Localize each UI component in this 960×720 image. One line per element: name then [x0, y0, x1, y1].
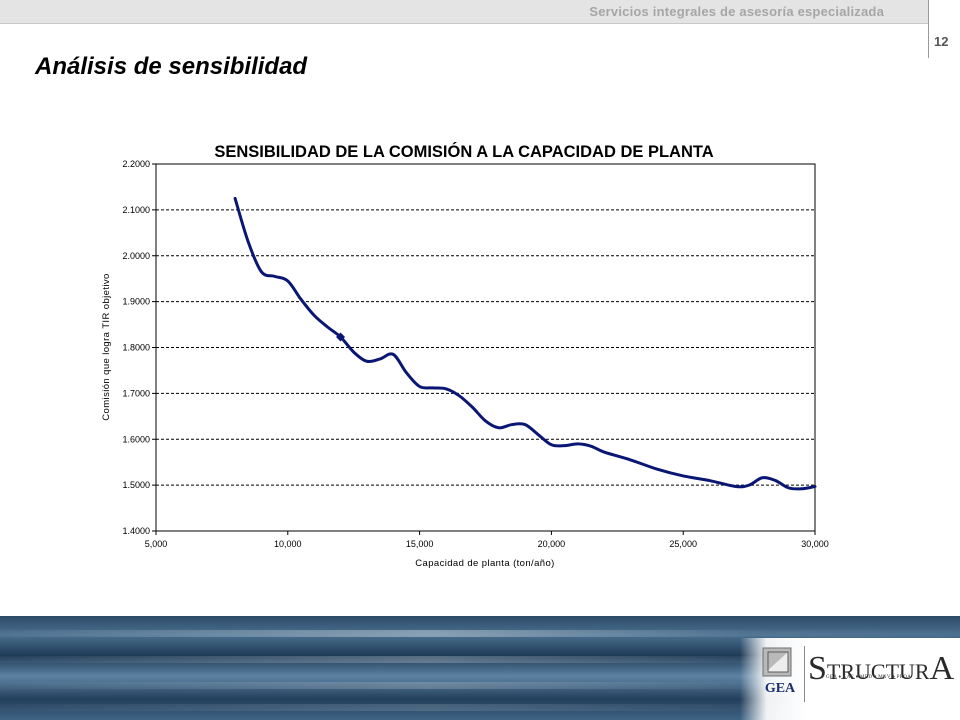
header-divider	[928, 0, 929, 58]
chart-grid	[156, 209, 815, 486]
y-tick-label: 2.1000	[122, 205, 150, 215]
y-tick-label: 1.4000	[122, 526, 150, 536]
brand-letter-a: A	[929, 650, 955, 687]
header-tagline: Servicios integrales de asesoría especia…	[589, 4, 884, 19]
slide-title: Análisis de sensibilidad	[35, 53, 308, 80]
header-bar: Servicios integrales de asesoría especia…	[0, 0, 928, 24]
x-tick-label: 15,000	[406, 539, 434, 549]
footer-banner	[0, 616, 960, 720]
chart-series	[233, 196, 817, 491]
sensitivity-chart: SENSIBILIDAD DE LA COMISIÓN A LA CAPACID…	[101, 142, 829, 569]
y-tick-label: 1.6000	[122, 434, 150, 444]
chart-ticks: 1.4000 1.5000 1.6000 1.7000 1.8000 1.9000 2.00…	[122, 159, 828, 549]
y-tick-label: 1.8000	[122, 343, 150, 353]
x-tick-label: 30,000	[801, 539, 829, 549]
y-tick-label: 1.5000	[122, 480, 150, 490]
logo-divider	[804, 646, 805, 702]
series-line	[233, 196, 817, 491]
chart-title: SENSIBILIDAD DE LA COMISIÓN A LA CAPACID…	[214, 142, 713, 161]
y-axis-title: Comisión que logra TIR objetivo	[101, 273, 112, 420]
page-number: 12	[934, 34, 949, 49]
structura-logo: STRUCTURA	[808, 650, 954, 688]
gea-label: GEA	[764, 681, 796, 696]
y-tick-label: 1.7000	[122, 388, 150, 398]
x-tick-label: 20,000	[538, 539, 566, 549]
x-tick-label: 5,000	[145, 539, 168, 549]
x-tick-label: 25,000	[669, 539, 697, 549]
y-tick-label: 2.2000	[122, 159, 150, 169]
x-tick-label: 10,000	[274, 539, 302, 549]
brand-letter-s: S	[808, 650, 827, 687]
x-axis-title: Capacidad de planta (ton/año)	[415, 558, 554, 569]
brand-word: TRUCTUR	[826, 659, 930, 684]
brand-subtitle: GEA ♦ GAE ♦ MBD ♦ MXV ♦ PROA	[826, 675, 912, 680]
y-tick-label: 2.0000	[122, 251, 150, 261]
y-tick-label: 1.9000	[122, 297, 150, 307]
gea-logo-icon	[762, 647, 792, 677]
data-point-marker	[336, 332, 346, 342]
